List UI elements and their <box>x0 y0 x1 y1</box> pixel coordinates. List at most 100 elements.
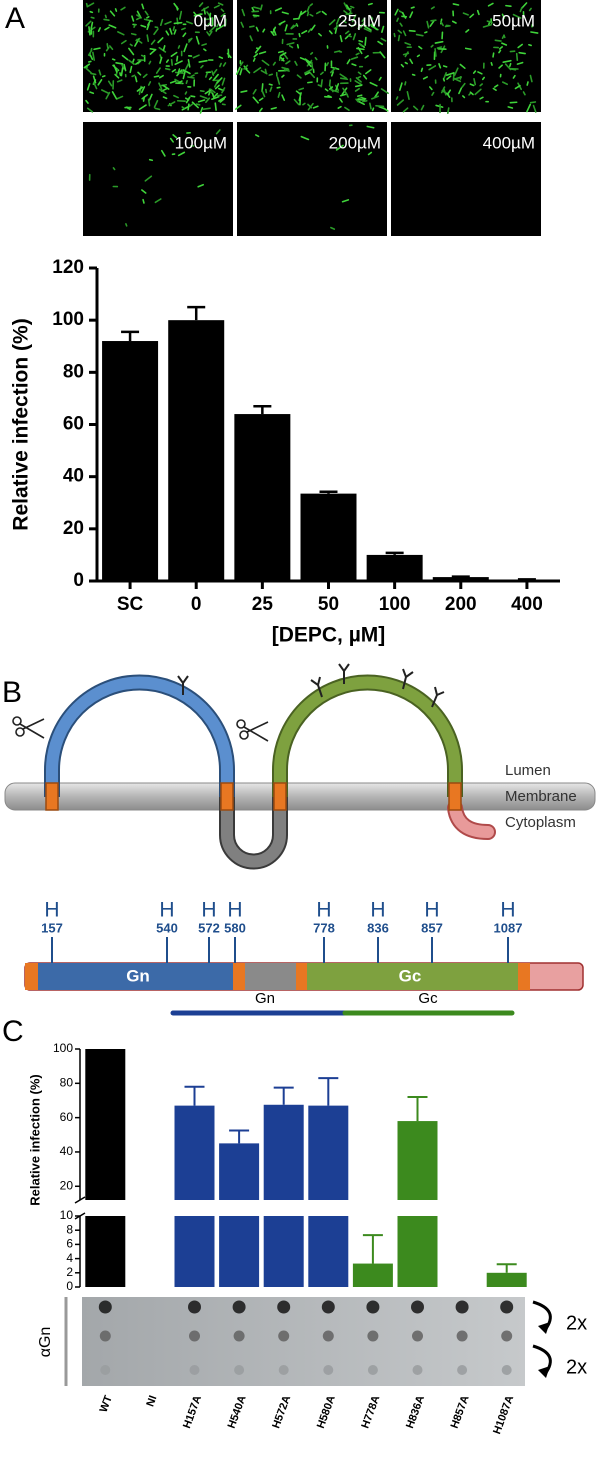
cell <box>182 70 186 80</box>
cell <box>310 24 316 31</box>
cell <box>406 90 410 101</box>
cell <box>93 82 98 90</box>
cell <box>207 91 211 96</box>
cell <box>89 91 95 95</box>
cell <box>328 19 336 26</box>
cell <box>507 106 514 109</box>
error-bar <box>362 1234 383 1264</box>
cell <box>339 73 348 79</box>
cell <box>270 30 275 36</box>
blot-dot <box>367 1365 378 1375</box>
cell <box>175 5 179 11</box>
cell <box>161 149 166 157</box>
blot-dot <box>100 1365 111 1375</box>
scissor-handle <box>236 719 246 729</box>
cell <box>272 26 277 34</box>
cell <box>344 30 350 35</box>
cell <box>343 10 351 17</box>
cell <box>360 21 365 29</box>
cell <box>169 27 173 35</box>
cell <box>345 4 351 11</box>
cell <box>458 87 463 95</box>
cell <box>339 34 343 43</box>
x-tick-label: WT <box>98 1394 115 1414</box>
cell <box>144 10 149 16</box>
x-tick-label: H1087A <box>491 1394 516 1436</box>
cell <box>235 66 241 75</box>
cell <box>512 74 516 79</box>
cell <box>302 102 306 106</box>
x-tick-label: H836A <box>404 1394 427 1430</box>
cell <box>296 74 302 79</box>
bar <box>432 577 489 581</box>
cell <box>404 42 412 46</box>
cell <box>283 69 290 72</box>
cell <box>328 86 334 90</box>
cell <box>252 57 256 62</box>
cell <box>120 6 126 11</box>
cell <box>153 75 160 78</box>
cell <box>198 2 204 8</box>
cell <box>142 73 148 79</box>
cell <box>212 68 218 76</box>
cell <box>429 20 435 28</box>
cell <box>199 95 208 100</box>
cell <box>85 2 89 7</box>
scissor-blades <box>243 721 269 742</box>
cell <box>193 11 198 17</box>
cell <box>201 43 207 47</box>
cell <box>517 43 523 49</box>
cell <box>498 46 503 50</box>
cell <box>490 62 493 66</box>
cell <box>436 46 443 49</box>
micrograph-label: 100µM <box>175 133 227 152</box>
cell <box>167 101 176 107</box>
cell <box>298 32 301 38</box>
cell <box>394 8 399 16</box>
cell <box>369 102 372 110</box>
cell <box>310 61 314 70</box>
bar <box>102 341 159 581</box>
cell <box>183 43 188 53</box>
glycans <box>177 663 445 708</box>
blot-dot <box>278 1365 289 1375</box>
x-tick-label: 200 <box>445 594 477 615</box>
cell <box>293 98 300 106</box>
cell <box>218 96 227 102</box>
cell <box>300 10 307 16</box>
panel-label: C <box>2 1015 24 1048</box>
cell <box>335 83 340 91</box>
cell <box>479 83 483 87</box>
site-position: 836 <box>367 920 389 935</box>
scissor-blades <box>19 718 45 739</box>
cell <box>465 29 470 33</box>
cell <box>350 23 357 28</box>
y-tick-label: 6 <box>66 1237 73 1251</box>
cell <box>129 65 133 74</box>
cell <box>512 13 522 19</box>
cell <box>428 65 437 71</box>
cell <box>444 25 451 28</box>
cell <box>330 226 336 230</box>
cell <box>205 97 211 104</box>
cell <box>355 98 359 103</box>
cell <box>361 17 366 22</box>
segment-label: Gn <box>126 966 150 985</box>
error-bar <box>385 551 404 555</box>
cell <box>112 167 116 171</box>
site-letter: H <box>159 899 174 922</box>
cell <box>352 33 357 41</box>
cell <box>133 24 136 28</box>
cell <box>308 70 316 79</box>
cell <box>412 105 419 111</box>
blot-dot <box>189 1365 200 1375</box>
cell <box>398 82 403 91</box>
cell <box>196 13 203 17</box>
cell <box>181 27 186 31</box>
cell <box>528 7 532 12</box>
cell <box>328 79 332 87</box>
blot-dot <box>366 1300 380 1314</box>
cell <box>90 72 97 76</box>
tm-domain <box>220 782 234 811</box>
micrograph <box>237 122 387 236</box>
